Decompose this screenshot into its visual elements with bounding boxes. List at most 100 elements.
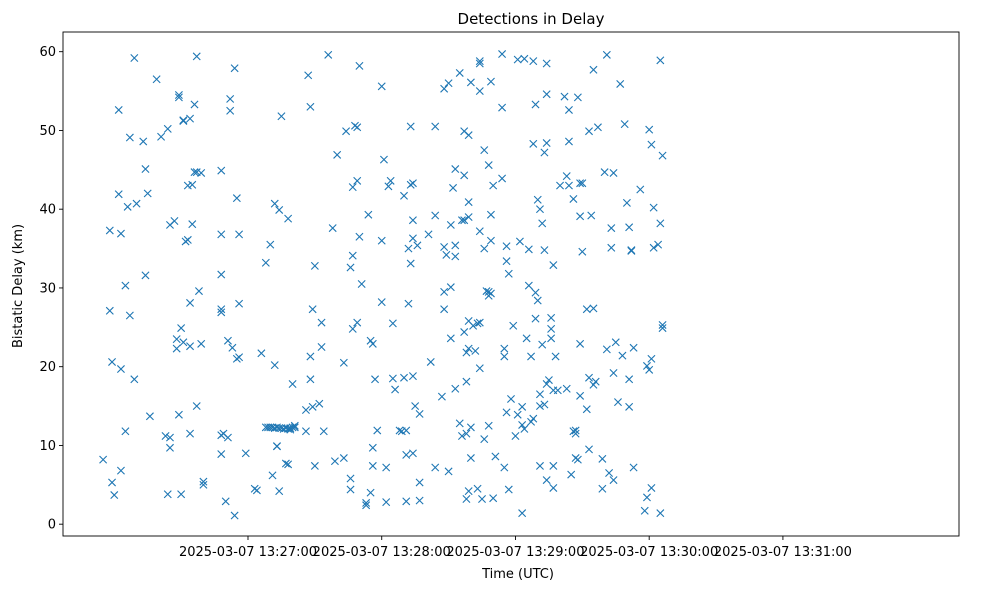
detection-point bbox=[625, 375, 634, 384]
detection-point bbox=[609, 168, 618, 177]
detection-point bbox=[161, 431, 170, 440]
detection-point bbox=[197, 168, 206, 177]
detection-point bbox=[440, 287, 449, 296]
x-tick-label: 2025-03-07 13:28:00 bbox=[313, 545, 451, 560]
detection-point bbox=[486, 289, 495, 298]
detection-point bbox=[540, 148, 549, 157]
detection-point bbox=[99, 455, 108, 464]
detection-point bbox=[486, 77, 495, 86]
detection-point bbox=[105, 306, 114, 315]
detection-point bbox=[462, 377, 471, 386]
detection-point bbox=[270, 361, 279, 370]
detection-point bbox=[464, 131, 473, 140]
detection-point bbox=[377, 236, 386, 245]
y-tick-label: 30 bbox=[39, 281, 56, 296]
detection-point bbox=[607, 224, 616, 233]
detection-point bbox=[531, 314, 540, 323]
detection-point bbox=[629, 463, 638, 472]
detection-point bbox=[235, 353, 244, 362]
detection-point bbox=[529, 139, 538, 148]
detection-point bbox=[382, 498, 391, 507]
detection-point bbox=[464, 344, 473, 353]
detection-point bbox=[629, 343, 638, 352]
detection-point bbox=[431, 122, 440, 131]
detection-point bbox=[353, 123, 362, 132]
detection-point bbox=[611, 338, 620, 347]
detection-point bbox=[275, 205, 284, 214]
detection-point bbox=[466, 454, 475, 463]
detection-point bbox=[235, 230, 244, 239]
detection-point bbox=[658, 324, 667, 333]
detection-point bbox=[290, 423, 299, 432]
detection-point bbox=[357, 280, 366, 288]
detection-point bbox=[130, 375, 139, 384]
x-axis-label: Time (UTC) bbox=[481, 567, 554, 582]
detection-point bbox=[105, 226, 114, 235]
detection-point bbox=[540, 246, 549, 255]
detection-point bbox=[473, 319, 482, 328]
detection-point bbox=[310, 261, 319, 270]
detection-point bbox=[504, 485, 513, 494]
detection-point bbox=[600, 168, 609, 177]
detection-point bbox=[573, 455, 582, 464]
detection-point bbox=[542, 380, 551, 389]
detection-point bbox=[228, 343, 237, 352]
detection-point bbox=[400, 373, 409, 382]
y-axis-label: Bistatic Delay (km) bbox=[11, 224, 26, 348]
detection-point bbox=[564, 137, 573, 146]
detection-point bbox=[183, 235, 192, 244]
detection-point bbox=[143, 189, 152, 198]
detection-point bbox=[177, 324, 186, 333]
detection-point bbox=[658, 320, 667, 329]
detection-point bbox=[444, 467, 453, 476]
detection-point bbox=[475, 318, 484, 327]
detection-point bbox=[252, 486, 261, 495]
data-points bbox=[99, 50, 667, 520]
detection-point bbox=[408, 372, 417, 381]
detection-point bbox=[368, 443, 377, 452]
detection-point bbox=[114, 190, 123, 199]
detection-point bbox=[518, 402, 527, 411]
detection-point bbox=[504, 269, 513, 278]
x-tick-label: 2025-03-07 13:29:00 bbox=[446, 545, 584, 560]
detection-point bbox=[502, 257, 511, 266]
detection-point bbox=[444, 79, 453, 88]
detection-point bbox=[645, 125, 654, 134]
detection-point bbox=[186, 298, 195, 307]
detection-point bbox=[531, 100, 540, 109]
detection-point bbox=[582, 405, 591, 414]
detection-point bbox=[333, 150, 342, 159]
detection-point bbox=[132, 199, 141, 208]
detection-point bbox=[602, 50, 611, 59]
detection-point bbox=[342, 127, 351, 136]
detection-point bbox=[571, 429, 580, 438]
detection-point bbox=[306, 102, 315, 111]
detection-point bbox=[533, 296, 542, 305]
detection-point bbox=[284, 460, 293, 469]
detection-point bbox=[549, 261, 558, 270]
detection-point bbox=[464, 198, 473, 207]
detection-point bbox=[406, 122, 415, 131]
detection-point bbox=[353, 176, 362, 185]
detection-point bbox=[475, 87, 484, 96]
detection-point bbox=[542, 59, 551, 68]
detection-point bbox=[616, 79, 625, 88]
y-tick-label: 10 bbox=[39, 439, 56, 454]
detection-point bbox=[121, 427, 130, 436]
detection-point bbox=[480, 244, 489, 253]
detection-point bbox=[194, 287, 203, 296]
detection-point bbox=[475, 57, 484, 66]
detection-point bbox=[415, 409, 424, 418]
detection-point bbox=[116, 365, 125, 374]
detection-point bbox=[486, 236, 495, 245]
detection-point bbox=[371, 375, 380, 384]
detection-point bbox=[524, 281, 533, 290]
detection-point bbox=[529, 414, 538, 423]
detection-point bbox=[377, 298, 386, 307]
detection-point bbox=[301, 427, 310, 436]
detection-point bbox=[625, 223, 634, 232]
y-tick-label: 20 bbox=[39, 360, 56, 375]
detection-point bbox=[221, 497, 230, 506]
detection-point bbox=[408, 216, 417, 225]
